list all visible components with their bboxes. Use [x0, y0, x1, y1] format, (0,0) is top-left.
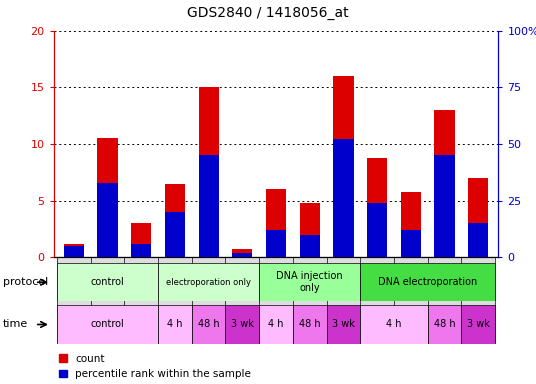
Bar: [333, 139, 354, 257]
Text: control: control: [91, 319, 124, 329]
Bar: [165, 184, 185, 257]
Bar: [259, 257, 293, 342]
Legend: count, percentile rank within the sample: count, percentile rank within the sample: [59, 354, 251, 379]
Bar: [57, 257, 91, 342]
Bar: [124, 257, 158, 342]
Bar: [198, 87, 219, 257]
Text: DNA electroporation: DNA electroporation: [378, 277, 478, 287]
Bar: [360, 305, 428, 344]
Text: electroporation only: electroporation only: [166, 278, 251, 287]
Bar: [158, 263, 259, 301]
Bar: [333, 76, 354, 257]
Bar: [468, 178, 488, 257]
Bar: [131, 223, 151, 257]
Text: 48 h: 48 h: [434, 319, 456, 329]
Bar: [326, 305, 360, 344]
Bar: [401, 192, 421, 257]
Bar: [98, 182, 117, 257]
Bar: [360, 263, 495, 301]
Bar: [300, 235, 320, 257]
Bar: [326, 257, 360, 342]
Text: 4 h: 4 h: [386, 319, 402, 329]
Bar: [461, 257, 495, 342]
Bar: [394, 257, 428, 342]
Bar: [232, 253, 252, 257]
Bar: [198, 155, 219, 257]
Bar: [428, 257, 461, 342]
Bar: [266, 189, 286, 257]
Bar: [461, 305, 495, 344]
Bar: [468, 223, 488, 257]
Text: control: control: [91, 277, 124, 287]
Text: 3 wk: 3 wk: [231, 319, 254, 329]
Bar: [259, 305, 293, 344]
Bar: [360, 257, 394, 342]
Bar: [91, 257, 124, 342]
Text: protocol: protocol: [3, 277, 48, 287]
Text: 48 h: 48 h: [198, 319, 219, 329]
Bar: [226, 305, 259, 344]
Bar: [293, 257, 326, 342]
Bar: [226, 257, 259, 342]
Bar: [57, 305, 158, 344]
Bar: [192, 305, 226, 344]
Bar: [158, 257, 192, 342]
Bar: [64, 244, 84, 257]
Bar: [192, 257, 226, 342]
Bar: [64, 246, 84, 257]
Bar: [266, 230, 286, 257]
Bar: [300, 203, 320, 257]
Text: time: time: [3, 319, 28, 329]
Bar: [367, 203, 387, 257]
Text: 4 h: 4 h: [269, 319, 284, 329]
Bar: [165, 212, 185, 257]
Bar: [401, 230, 421, 257]
Bar: [232, 249, 252, 257]
Text: 48 h: 48 h: [299, 319, 321, 329]
Text: DNA injection
only: DNA injection only: [277, 271, 343, 293]
Bar: [131, 244, 151, 257]
Bar: [158, 305, 192, 344]
Text: 3 wk: 3 wk: [332, 319, 355, 329]
Bar: [57, 263, 158, 301]
Text: 4 h: 4 h: [167, 319, 183, 329]
Bar: [98, 138, 117, 257]
Text: 3 wk: 3 wk: [467, 319, 490, 329]
Text: GDS2840 / 1418056_at: GDS2840 / 1418056_at: [187, 6, 349, 20]
Bar: [435, 110, 455, 257]
Bar: [293, 305, 326, 344]
Bar: [428, 305, 461, 344]
Bar: [435, 155, 455, 257]
Bar: [259, 263, 360, 301]
Bar: [367, 157, 387, 257]
